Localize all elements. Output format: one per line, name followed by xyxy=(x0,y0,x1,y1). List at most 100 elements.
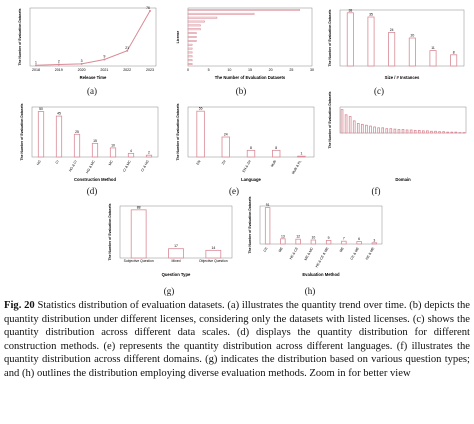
y-axis-title-h: The Number of Evaluation Datasets xyxy=(248,196,252,253)
x-axis-title-h: Evaluation Method xyxy=(302,272,340,277)
data-label-e-4: 1 xyxy=(300,152,302,156)
tick-label-h-0: CE xyxy=(263,246,269,253)
data-label-a-3: 9 xyxy=(103,54,105,58)
data-label-h-1: 13 xyxy=(281,234,285,238)
data-label-g-1: 17 xyxy=(174,244,178,248)
bar-b-3 xyxy=(187,20,205,23)
bar-f-15 xyxy=(401,129,405,134)
chart-g: Question Type The Number of Evaluation Da… xyxy=(108,203,233,277)
sublabel-c: (c) xyxy=(374,86,384,96)
caption-label: Fig. 20 xyxy=(4,300,35,311)
chart-d: Construction Method The Number of Evaluat… xyxy=(20,103,159,182)
plot-frame-a xyxy=(29,7,157,67)
bar-b-0 xyxy=(187,9,300,11)
bar-f-5 xyxy=(361,123,364,134)
data-label-g-2: 14 xyxy=(211,246,215,250)
y-axis-title-c: The Number of Evaluation Datasets xyxy=(328,9,332,66)
data-label-d-2: 25 xyxy=(75,130,79,134)
tick-label-d-5: CI & MC xyxy=(122,159,132,173)
bar-b-13 xyxy=(187,59,193,62)
bar-g-0 xyxy=(130,209,147,259)
tick-label-d-1: CI xyxy=(55,159,60,164)
y-axis-title-a: The Number of Evaluation Datasets xyxy=(18,8,22,65)
data-label-c-3: 20 xyxy=(410,34,414,38)
data-label-a-5: 76 xyxy=(146,6,150,10)
tick-label-h-3: ME & MC xyxy=(304,246,315,261)
data-label-c-5: 8 xyxy=(453,50,455,54)
bar-c-5 xyxy=(450,54,458,67)
tick-label-g-0: Subjective Question xyxy=(124,259,154,263)
chart-c: Size / # Instances The Number of Evaluati… xyxy=(328,8,465,80)
tick-label-d-4: MC xyxy=(108,159,114,166)
tick-label-g-1: Mixed xyxy=(171,259,180,263)
tick-label-h-7: HE & ME xyxy=(365,246,376,261)
bar-g-1 xyxy=(168,248,184,259)
bar-e-3 xyxy=(272,149,281,158)
sublabel-e: (e) xyxy=(229,186,239,196)
tick-label-b-5: 25 xyxy=(289,68,293,72)
y-axis-title-b: License xyxy=(176,31,180,44)
bar-b-8 xyxy=(187,39,197,42)
bar-f-13 xyxy=(393,128,397,134)
tick-label-a-1: 2019 xyxy=(55,68,63,72)
tick-label-e-4: Multi & PL xyxy=(291,159,302,174)
data-label-a-1: 2 xyxy=(58,60,60,64)
bar-f-22 xyxy=(430,130,433,134)
plot-frame-h xyxy=(259,205,383,245)
x-axis-title-b: The Number of Evaluation Datasets xyxy=(215,75,286,80)
bar-c-0 xyxy=(346,12,354,67)
bar-b-12 xyxy=(187,55,193,58)
tick-label-h-4: HE & CE & ME xyxy=(315,246,330,268)
chart-b: The Number of Evaluation Datasets License… xyxy=(176,7,314,80)
data-label-d-1: 45 xyxy=(57,112,61,116)
bar-f-9 xyxy=(377,127,380,134)
bar-c-1 xyxy=(367,16,375,67)
tick-label-a-3: 2021 xyxy=(100,68,108,72)
point-a-1 xyxy=(57,63,60,66)
data-label-e-1: 24 xyxy=(224,133,228,137)
bar-h-6 xyxy=(356,241,362,245)
data-label-a-0: 1 xyxy=(35,60,37,64)
tick-label-b-3: 15 xyxy=(248,68,252,72)
bar-d-4 xyxy=(109,147,117,158)
x-axis-title-f: Domain xyxy=(395,177,411,182)
bar-h-1 xyxy=(280,238,286,245)
plot-frame-b xyxy=(187,7,313,67)
plot-frame-c xyxy=(339,9,465,67)
bar-e-4 xyxy=(297,155,306,158)
bar-b-6 xyxy=(187,32,197,35)
y-axis-title-e: The Number of Evaluation Datasets xyxy=(176,103,180,160)
bar-c-3 xyxy=(408,37,416,67)
data-label-h-0: 91 xyxy=(266,203,270,207)
bar-h-3 xyxy=(310,239,317,245)
bar-f-10 xyxy=(381,127,384,134)
bar-c-4 xyxy=(429,50,437,67)
bar-f-26 xyxy=(446,131,450,134)
tick-label-h-1: ME xyxy=(278,246,284,253)
point-a-0 xyxy=(35,64,37,67)
y-axis-title-f: The Number of Evaluation Datasets xyxy=(328,91,332,148)
data-label-c-1: 35 xyxy=(369,13,373,17)
bar-b-5 xyxy=(187,28,201,31)
sublabel-g: (g) xyxy=(163,286,175,296)
data-label-d-3: 15 xyxy=(93,139,97,143)
bar-b-4 xyxy=(187,24,201,27)
bar-f-14 xyxy=(397,129,401,134)
tick-label-b-4: 20 xyxy=(269,68,273,72)
caption-text: Statistics distribution of evaluation da… xyxy=(4,300,470,379)
tick-label-d-0: HG xyxy=(36,159,42,166)
x-axis-title-c: Size / # Instances xyxy=(385,75,420,80)
data-label-c-4: 11 xyxy=(431,46,435,50)
tick-label-h-6: CE & ME xyxy=(350,246,361,261)
panel-h: Evaluation Method The Number of Evaluatio… xyxy=(238,196,384,280)
panel-g: Question Type The Number of Evaluation Da… xyxy=(96,200,236,280)
x-axis-title-a: Release Time xyxy=(80,75,107,80)
sublabel-f: (f) xyxy=(371,186,381,196)
bar-h-5 xyxy=(341,240,347,245)
bar-f-24 xyxy=(438,131,441,134)
panel-e: Language The Number of Evaluation Dataset… xyxy=(166,101,316,183)
y-axis-title-g: The Number of Evaluation Datasets xyxy=(108,203,112,260)
tick-label-e-1: ZH xyxy=(221,159,227,165)
data-label-e-3: 8 xyxy=(275,146,277,150)
bar-d-0 xyxy=(37,111,45,158)
